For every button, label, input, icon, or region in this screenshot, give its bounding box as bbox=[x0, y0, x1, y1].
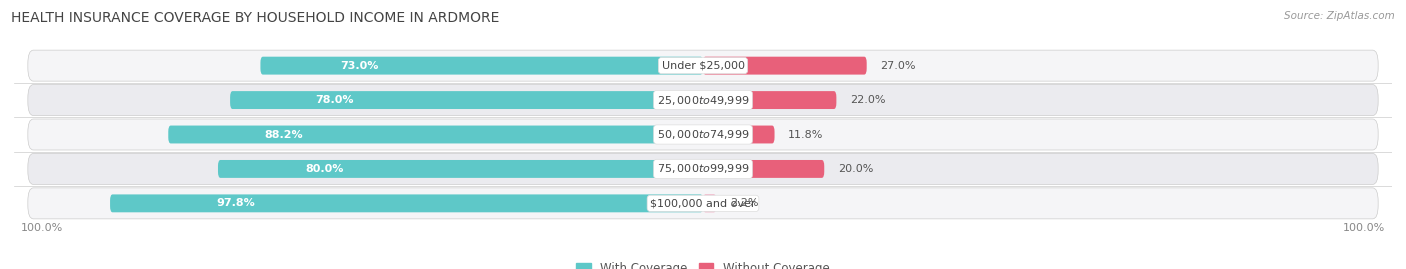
Text: Under $25,000: Under $25,000 bbox=[661, 61, 745, 71]
Text: $25,000 to $49,999: $25,000 to $49,999 bbox=[657, 94, 749, 107]
Text: $100,000 and over: $100,000 and over bbox=[650, 198, 756, 208]
FancyBboxPatch shape bbox=[703, 194, 716, 212]
FancyBboxPatch shape bbox=[260, 57, 703, 75]
Text: $50,000 to $74,999: $50,000 to $74,999 bbox=[657, 128, 749, 141]
FancyBboxPatch shape bbox=[28, 50, 1378, 81]
FancyBboxPatch shape bbox=[218, 160, 703, 178]
FancyBboxPatch shape bbox=[703, 91, 837, 109]
Text: 88.2%: 88.2% bbox=[264, 129, 304, 140]
Text: 22.0%: 22.0% bbox=[851, 95, 886, 105]
FancyBboxPatch shape bbox=[703, 126, 775, 143]
Text: 73.0%: 73.0% bbox=[340, 61, 378, 71]
FancyBboxPatch shape bbox=[110, 194, 703, 212]
Text: Source: ZipAtlas.com: Source: ZipAtlas.com bbox=[1284, 11, 1395, 21]
FancyBboxPatch shape bbox=[28, 84, 1378, 116]
FancyBboxPatch shape bbox=[169, 126, 703, 143]
FancyBboxPatch shape bbox=[703, 57, 866, 75]
FancyBboxPatch shape bbox=[703, 160, 824, 178]
Text: 2.2%: 2.2% bbox=[730, 198, 759, 208]
FancyBboxPatch shape bbox=[28, 188, 1378, 219]
Text: 11.8%: 11.8% bbox=[789, 129, 824, 140]
Text: 80.0%: 80.0% bbox=[305, 164, 343, 174]
Text: 78.0%: 78.0% bbox=[315, 95, 354, 105]
FancyBboxPatch shape bbox=[231, 91, 703, 109]
Text: 27.0%: 27.0% bbox=[880, 61, 915, 71]
Text: $75,000 to $99,999: $75,000 to $99,999 bbox=[657, 162, 749, 175]
Legend: With Coverage, Without Coverage: With Coverage, Without Coverage bbox=[572, 258, 834, 269]
Text: 97.8%: 97.8% bbox=[217, 198, 256, 208]
FancyBboxPatch shape bbox=[28, 119, 1378, 150]
Text: HEALTH INSURANCE COVERAGE BY HOUSEHOLD INCOME IN ARDMORE: HEALTH INSURANCE COVERAGE BY HOUSEHOLD I… bbox=[11, 11, 499, 25]
FancyBboxPatch shape bbox=[28, 153, 1378, 185]
Text: 20.0%: 20.0% bbox=[838, 164, 873, 174]
